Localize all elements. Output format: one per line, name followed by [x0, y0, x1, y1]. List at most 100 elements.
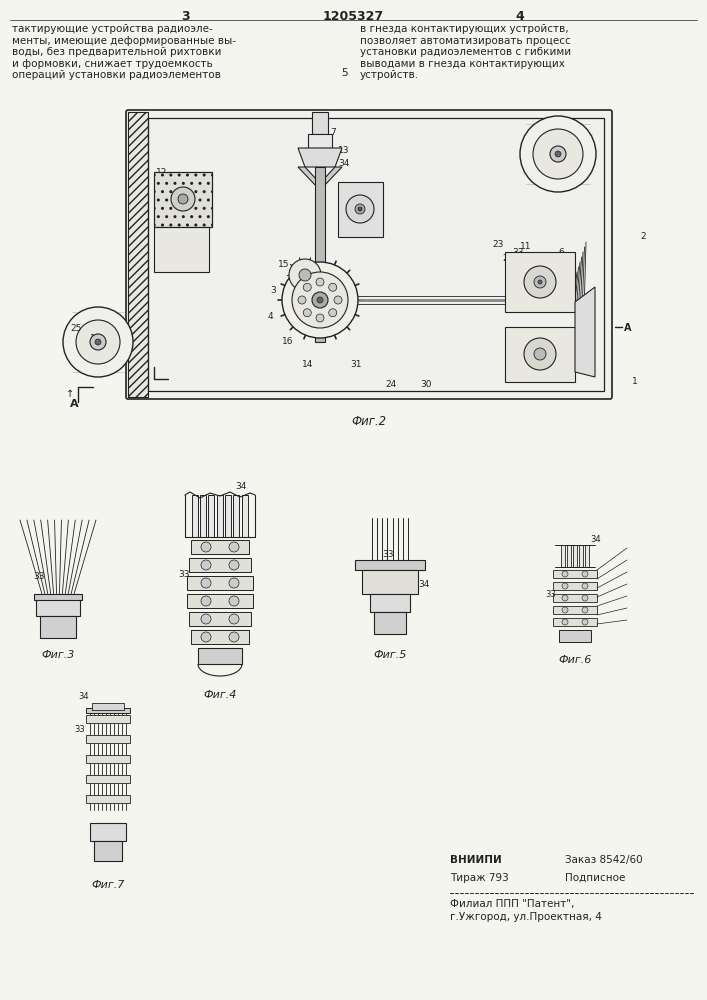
- Bar: [191, 630, 249, 644]
- Bar: [200, 495, 206, 537]
- Bar: [338, 182, 383, 237]
- Circle shape: [329, 283, 337, 291]
- Polygon shape: [298, 167, 317, 187]
- Bar: [553, 606, 597, 614]
- Circle shape: [303, 283, 311, 291]
- Circle shape: [63, 307, 133, 377]
- Bar: [553, 570, 597, 578]
- Bar: [90, 823, 126, 841]
- Circle shape: [582, 571, 588, 577]
- Text: 12: 12: [156, 168, 168, 177]
- Polygon shape: [323, 167, 342, 187]
- Circle shape: [312, 292, 328, 308]
- Text: Фиг.7: Фиг.7: [91, 880, 124, 890]
- Bar: [553, 594, 597, 602]
- Circle shape: [178, 194, 188, 204]
- Circle shape: [316, 278, 324, 286]
- Bar: [128, 112, 148, 397]
- Text: Тираж 793: Тираж 793: [450, 873, 509, 883]
- Circle shape: [534, 348, 546, 360]
- Bar: [92, 703, 124, 710]
- Bar: [187, 594, 253, 608]
- Circle shape: [229, 596, 239, 606]
- Bar: [154, 172, 212, 227]
- Circle shape: [229, 632, 239, 642]
- Bar: [362, 570, 418, 594]
- Text: 29: 29: [502, 254, 513, 263]
- Text: 30: 30: [420, 380, 431, 389]
- Circle shape: [533, 129, 583, 179]
- Text: 34: 34: [590, 535, 601, 544]
- Text: A: A: [624, 323, 631, 333]
- Circle shape: [538, 280, 542, 284]
- Text: 7: 7: [330, 128, 336, 137]
- Text: Филиал ППП "Патент",: Филиал ППП "Патент",: [450, 899, 574, 909]
- Bar: [192, 495, 198, 537]
- Bar: [94, 841, 122, 861]
- Text: г.Ужгород, ул.Проектная, 4: г.Ужгород, ул.Проектная, 4: [450, 912, 602, 922]
- Text: ↑: ↑: [66, 389, 74, 399]
- Text: 24: 24: [385, 380, 396, 389]
- Bar: [553, 582, 597, 590]
- Bar: [312, 112, 328, 134]
- Bar: [505, 327, 575, 382]
- Text: A: A: [70, 399, 78, 409]
- Bar: [553, 618, 597, 626]
- Text: 33: 33: [382, 550, 394, 559]
- Text: тактирующие устройства радиоэле-
менты, имеющие деформированные вы-
воды, без пр: тактирующие устройства радиоэле- менты, …: [12, 24, 236, 80]
- Text: 1205327: 1205327: [322, 10, 384, 23]
- Circle shape: [76, 320, 120, 364]
- Circle shape: [534, 276, 546, 288]
- Text: ВНИИПИ: ВНИИПИ: [450, 855, 502, 865]
- Bar: [561, 545, 565, 567]
- Text: 11: 11: [520, 242, 532, 251]
- Circle shape: [582, 595, 588, 601]
- Bar: [225, 495, 231, 537]
- Bar: [36, 598, 80, 616]
- Text: 34: 34: [235, 482, 246, 491]
- Text: 1: 1: [632, 377, 638, 386]
- Circle shape: [562, 607, 568, 613]
- Bar: [308, 134, 332, 148]
- Circle shape: [317, 297, 323, 303]
- Text: 34: 34: [338, 159, 349, 168]
- Bar: [86, 708, 130, 713]
- Text: 23: 23: [492, 240, 503, 249]
- Circle shape: [95, 339, 101, 345]
- Circle shape: [582, 583, 588, 589]
- Text: 4: 4: [515, 10, 525, 23]
- Circle shape: [582, 607, 588, 613]
- Circle shape: [289, 259, 321, 291]
- Text: 22: 22: [350, 202, 361, 211]
- Text: 25: 25: [70, 324, 81, 333]
- Circle shape: [346, 195, 374, 223]
- Circle shape: [201, 542, 211, 552]
- Text: 4: 4: [268, 312, 274, 321]
- Bar: [208, 495, 214, 537]
- Polygon shape: [575, 287, 595, 377]
- Text: Заказ 8542/60: Заказ 8542/60: [565, 855, 643, 865]
- Text: 33: 33: [33, 572, 45, 581]
- Bar: [154, 227, 209, 272]
- Circle shape: [520, 116, 596, 192]
- Bar: [567, 545, 571, 567]
- Polygon shape: [298, 148, 342, 167]
- Text: 3: 3: [181, 10, 189, 23]
- Bar: [374, 612, 406, 634]
- Text: Подписное: Подписное: [565, 873, 626, 883]
- Bar: [86, 775, 130, 783]
- Circle shape: [201, 560, 211, 570]
- Circle shape: [524, 338, 556, 370]
- Text: 5: 5: [341, 68, 349, 78]
- Text: 21: 21: [158, 184, 170, 193]
- Circle shape: [282, 262, 358, 338]
- Circle shape: [229, 614, 239, 624]
- Text: 33: 33: [178, 570, 189, 579]
- Circle shape: [316, 314, 324, 322]
- Bar: [579, 545, 583, 567]
- Circle shape: [229, 542, 239, 552]
- Text: 31: 31: [350, 360, 361, 369]
- Bar: [86, 755, 130, 763]
- Circle shape: [201, 578, 211, 588]
- Circle shape: [555, 151, 561, 157]
